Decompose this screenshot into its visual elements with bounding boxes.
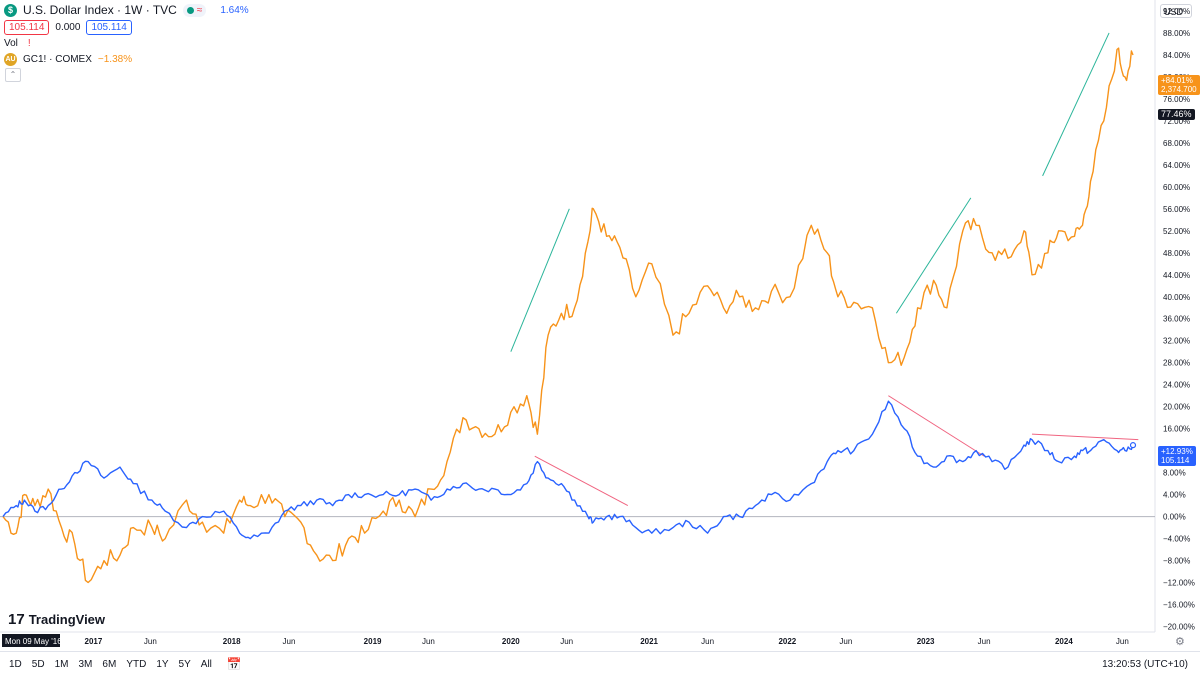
trendline[interactable] [888, 395, 985, 457]
x-tick-label: Jun [1116, 637, 1129, 646]
y-tick-label: 4.00% [1163, 491, 1186, 500]
x-tick-label: Jun [283, 637, 296, 646]
change-percent: 1.64% [220, 4, 249, 16]
x-tick-label: 2020 [502, 637, 520, 646]
clock: 13:20:53 (UTC+10) [1102, 658, 1188, 670]
gold-change: −1.38% [97, 54, 133, 65]
y-tick-label: 76.00% [1163, 95, 1190, 104]
y-tick-label: 84.00% [1163, 51, 1190, 60]
y-tick-label: −4.00% [1163, 535, 1190, 544]
range-all[interactable]: All [200, 658, 212, 670]
y-tick-label: 60.00% [1163, 183, 1190, 192]
gold-logo-icon: AU [4, 53, 17, 66]
trendline[interactable] [895, 197, 972, 314]
y-tick-label: 32.00% [1163, 337, 1190, 346]
y-tick-label: 44.00% [1163, 271, 1190, 280]
range-3m[interactable]: 3M [78, 658, 93, 670]
y-tick-label: 72.00% [1163, 117, 1190, 126]
dxy-price-tag: +12.93% 105.114 [1158, 446, 1196, 466]
y-tick-label: −12.00% [1163, 579, 1195, 588]
y-tick-label: 40.00% [1163, 293, 1190, 302]
dxy-last-point [1129, 442, 1137, 449]
x-tick-label: 2017 [85, 637, 103, 646]
sell-button[interactable]: 105.114 [4, 20, 50, 35]
y-tick-label: 36.00% [1163, 315, 1190, 324]
x-tick-label: 2021 [640, 637, 658, 646]
y-tick-label: −20.00% [1163, 623, 1195, 632]
collapse-legend-button[interactable]: ⌃ [5, 68, 21, 82]
gold-legend[interactable]: AU GC1! · COMEX −1.38% [4, 53, 132, 66]
crosshair-date-label: Mon 09 May '16 [5, 637, 62, 646]
x-tick-label: 2024 [1055, 637, 1073, 646]
y-tick-label: 68.00% [1163, 139, 1190, 148]
crosshair-date-bg [2, 634, 60, 647]
dxy-pct-label: +12.93% [1161, 447, 1193, 456]
y-tick-label: 88.00% [1163, 29, 1190, 38]
trendline[interactable] [534, 455, 629, 507]
dxy-price-label: 105.114 [1161, 456, 1190, 465]
x-tick-label: 2018 [223, 637, 241, 646]
time-axis-settings-icon[interactable]: ⚙ [1175, 636, 1185, 648]
buy-button[interactable]: 105.114 [86, 20, 132, 35]
y-tick-label: 56.00% [1163, 205, 1190, 214]
dxy-logo-icon: $ [4, 3, 17, 17]
range-1y[interactable]: 1Y [156, 658, 169, 670]
range-5d[interactable]: 5D [31, 658, 45, 670]
spread-value: 0.000 [55, 22, 81, 33]
x-tick-label: Jun [144, 637, 157, 646]
y-tick-label: −16.00% [1163, 601, 1195, 610]
gold-price-tag: +84.01% 2,374.700 [1158, 75, 1200, 95]
y-tick-label: 8.00% [1163, 469, 1186, 478]
vol-warning-icon: ! [27, 38, 31, 49]
symbol-header[interactable]: $ U.S. Dollar Index · 1W · TVC ≈ 1.64% [4, 3, 249, 17]
gold-price-label: 2,374.700 [1161, 85, 1197, 94]
y-tick-label: 0.00% [1163, 513, 1186, 522]
y-tick-label: 28.00% [1163, 359, 1190, 368]
trendline[interactable] [1031, 433, 1139, 441]
tv-logo-icon: 17 [8, 611, 25, 628]
y-tick-label: 92.00% [1163, 7, 1190, 16]
trendline[interactable] [1042, 32, 1110, 177]
x-tick-label: Jun [701, 637, 714, 646]
trade-buttons: 105.114 0.000 105.114 [4, 20, 132, 35]
x-tick-label: Jun [839, 637, 852, 646]
dxy-series-line [2, 400, 1134, 540]
market-status-pill[interactable]: ≈ [182, 3, 207, 17]
gold-label: GC1! · COMEX [23, 54, 92, 65]
x-tick-label: 2023 [917, 637, 935, 646]
y-tick-label: 48.00% [1163, 249, 1190, 258]
bottom-toolbar: 1D 5D 1M 3M 6M YTD 1Y 5Y All 📅 13:20:53 … [0, 651, 1200, 676]
date-range-icon[interactable]: 📅 [226, 657, 242, 671]
y-tick-label: 16.00% [1163, 425, 1190, 434]
trendline[interactable] [510, 208, 570, 352]
range-1d[interactable]: 1D [9, 658, 22, 670]
y-tick-label: 24.00% [1163, 381, 1190, 390]
x-tick-label: Jun [422, 637, 435, 646]
y-tick-label: 20.00% [1163, 403, 1190, 412]
volume-legend[interactable]: Vol ! [4, 38, 31, 49]
crosshair-value: 77.46% [1161, 109, 1192, 119]
branding-text: TradingView [28, 612, 106, 627]
y-tick-label: 52.00% [1163, 227, 1190, 236]
approx-icon: ≈ [196, 4, 203, 16]
gold-series-line [2, 47, 1134, 584]
price-chart[interactable]: 92.00%88.00%84.00%80.00%76.00%72.00%68.0… [0, 0, 1200, 651]
vol-label: Vol [4, 38, 18, 49]
range-6m[interactable]: 6M [102, 658, 117, 670]
x-tick-label: Jun [978, 637, 991, 646]
y-tick-label: −8.00% [1163, 557, 1190, 566]
range-5y[interactable]: 5Y [178, 658, 191, 670]
market-open-icon [186, 6, 194, 14]
gold-pct-label: +84.01% [1161, 76, 1193, 85]
range-1m[interactable]: 1M [54, 658, 69, 670]
x-tick-label: 2019 [364, 637, 382, 646]
x-tick-label: Jun [560, 637, 573, 646]
range-ytd[interactable]: YTD [126, 658, 147, 670]
crosshair-tag: 77.46% [1158, 109, 1195, 120]
x-tick-label: 2022 [778, 637, 796, 646]
y-tick-label: 64.00% [1163, 161, 1190, 170]
symbol-title: U.S. Dollar Index · 1W · TVC [23, 3, 177, 17]
tradingview-logo[interactable]: 17 TradingView [8, 611, 105, 628]
currency-button[interactable]: USD [1160, 4, 1192, 18]
